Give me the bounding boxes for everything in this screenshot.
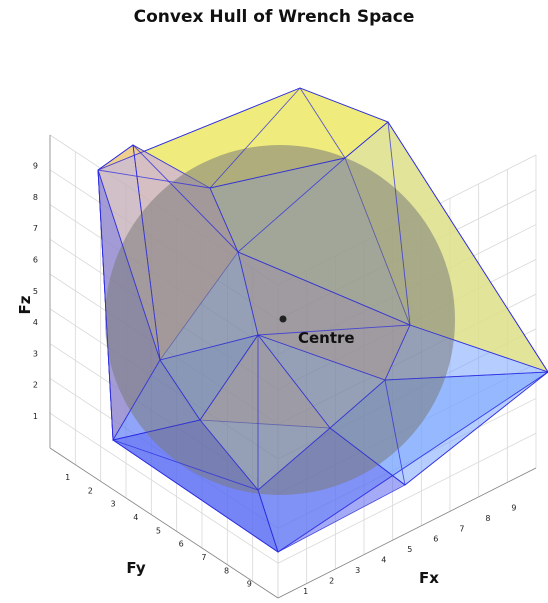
y-tick-label: 2 — [88, 486, 93, 495]
x-tick-label: 3 — [355, 566, 360, 575]
hull-edge — [329, 427, 406, 486]
z-tick-label: 4 — [33, 318, 38, 327]
z-tick-label: 2 — [33, 381, 38, 390]
grid-line — [49, 412, 279, 564]
x-axis-line — [277, 467, 537, 599]
x-tick-label: 7 — [459, 524, 464, 533]
hull-edge — [237, 251, 259, 336]
hull-edge — [112, 419, 201, 441]
z-tick-label: 1 — [33, 412, 38, 421]
y-tick-label: 1 — [65, 473, 70, 482]
hull-edge — [159, 334, 259, 361]
y-tick-label: 3 — [110, 500, 115, 509]
hull-edge — [97, 169, 161, 361]
z-tick-label: 3 — [33, 349, 38, 358]
hull-edge — [112, 439, 279, 553]
x-tick-label: 9 — [511, 503, 516, 512]
hull-edge — [199, 334, 259, 421]
z-axis-label: Fz — [16, 295, 34, 314]
grid-line — [277, 432, 537, 564]
hull-edge — [112, 359, 161, 441]
y-tick-label: 6 — [179, 540, 184, 549]
y-tick-label: 9 — [247, 580, 252, 589]
hull-edge — [97, 169, 211, 189]
y-axis-line — [49, 447, 279, 599]
hull-edge — [299, 87, 346, 159]
hull-edge — [409, 324, 548, 373]
x-tick-label: 8 — [485, 514, 490, 523]
x-tick-label: 5 — [407, 545, 412, 554]
y-tick-label: 7 — [201, 553, 206, 562]
hull-edges — [97, 87, 548, 553]
y-tick-label: 8 — [224, 566, 229, 575]
hull-edge — [237, 157, 346, 253]
hull-edge — [257, 334, 386, 381]
hull-edge — [112, 439, 259, 491]
x-axis-label: Fx — [419, 569, 439, 587]
hull-edge — [329, 379, 386, 429]
hull-edge — [97, 144, 134, 171]
hull-edge — [387, 121, 411, 326]
y-tick-label: 5 — [156, 526, 161, 535]
hull-edge — [257, 324, 411, 336]
y-axis-label: Fy — [126, 559, 145, 577]
hull-edge — [257, 334, 331, 429]
hull-edge — [257, 427, 331, 491]
hull-edge — [384, 371, 548, 381]
hull-edge — [277, 371, 548, 553]
hull-edge — [159, 359, 201, 421]
x-tick-label: 2 — [329, 576, 334, 585]
hull-edge — [344, 121, 389, 159]
z-tick-label: 8 — [33, 193, 38, 202]
z-tick-label: 5 — [33, 287, 38, 296]
z-tick-label: 6 — [33, 256, 38, 265]
hull-edge — [384, 379, 406, 486]
hull-edge — [299, 87, 389, 123]
hull-edge — [384, 324, 411, 381]
z-tick-label: 9 — [33, 162, 38, 171]
chart-title: Convex Hull of Wrench Space — [134, 7, 415, 27]
hull-edge — [132, 144, 239, 253]
z-tick-label: 7 — [33, 224, 38, 233]
hull-edge — [404, 371, 548, 486]
axis-ticks: 1 2 3 4 5 6 7 8 9 1 2 3 4 5 6 7 8 9 1 2 3 4 5 6 7 8 9 — [33, 162, 517, 596]
hull-edge — [199, 419, 259, 491]
hull-edge — [237, 251, 411, 326]
centre-point — [279, 315, 287, 323]
x-tick-label: 1 — [303, 587, 308, 596]
hull-edge — [257, 489, 279, 553]
hull-edge — [209, 157, 346, 189]
hull-edge — [209, 87, 301, 189]
hull-edge — [209, 187, 239, 253]
centre-label: Centre — [298, 329, 355, 347]
hull-edge — [97, 87, 301, 171]
hull-edge — [97, 169, 114, 441]
y-tick-label: 4 — [133, 513, 138, 522]
hull-edge — [387, 121, 548, 373]
x-tick-label: 6 — [433, 535, 438, 544]
x-tick-label: 4 — [381, 556, 386, 565]
hull-edge — [132, 144, 161, 361]
